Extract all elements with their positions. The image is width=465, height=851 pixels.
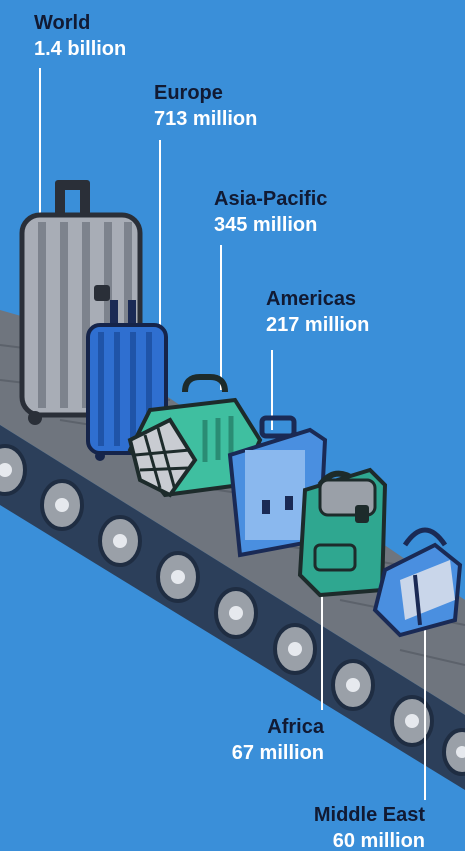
region-value: 1.4 billion [34, 38, 127, 60]
region-name: Asia-Pacific [214, 188, 328, 210]
label-europe: Europe 713 million [154, 80, 257, 132]
region-value: 217 million [266, 314, 370, 336]
carry-on-icon [86, 300, 168, 461]
region-value: 345 million [214, 214, 318, 236]
roller-hubs [0, 463, 465, 758]
region-name: Middle East [313, 804, 425, 826]
pet-carrier-icon [127, 374, 263, 498]
label-asia-pacific: Asia-Pacific 345 million [214, 186, 327, 238]
label-world: World 1.4 billion [34, 10, 126, 62]
region-name: Americas [266, 288, 357, 310]
label-middle-east: Middle East 60 million [274, 802, 425, 851]
region-name: Africa [267, 716, 324, 738]
backpack-icon [297, 467, 388, 598]
handbag-icon [372, 527, 463, 638]
conveyor-rollers [0, 444, 465, 776]
region-value: 60 million [332, 830, 425, 851]
region-value: 67 million [231, 742, 324, 764]
region-name: Europe [154, 82, 223, 104]
label-americas: Americas 217 million [266, 286, 369, 338]
region-value: 713 million [154, 108, 258, 130]
label-africa: Africa 67 million [204, 714, 324, 766]
region-name: World [34, 12, 91, 34]
